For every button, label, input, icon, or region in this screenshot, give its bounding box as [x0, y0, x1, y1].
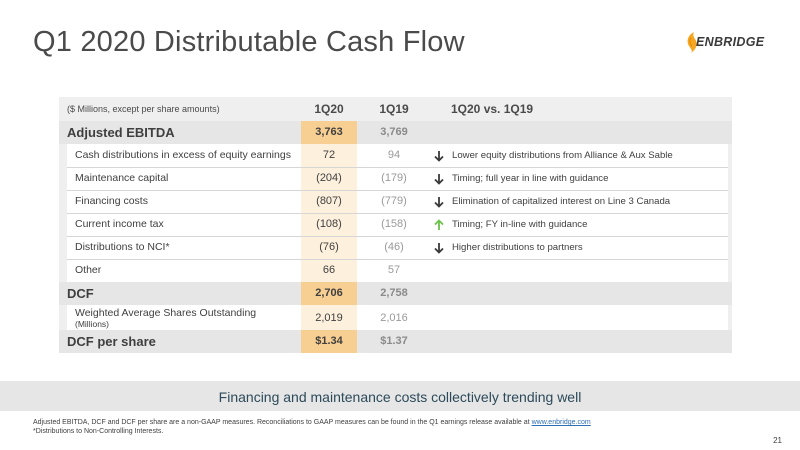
- row-label: DCF: [67, 286, 94, 301]
- row-comment: Timing; full year in line with guidance: [452, 173, 609, 184]
- enbridge-logo-icon: [687, 32, 697, 53]
- value-1q19: (179): [381, 172, 407, 184]
- arrow-down-icon: [434, 197, 444, 208]
- table-row-adjusted-ebitda: Adjusted EBITDA 3,763 3,769: [59, 121, 732, 144]
- table-row-weighted-shares: Weighted Average Shares Outstanding (Mil…: [59, 305, 732, 331]
- value-1q20: (76): [319, 241, 339, 253]
- row-label: Maintenance capital: [75, 172, 169, 184]
- value-1q20: 2,019: [315, 312, 343, 324]
- row-label: Current income tax: [75, 218, 164, 230]
- value-1q19: 2,016: [380, 312, 408, 324]
- takeaway-text: Financing and maintenance costs collecti…: [218, 389, 582, 405]
- arrow-down-icon: [434, 174, 444, 185]
- table-row-cash-distributions: Cash distributions in excess of equity e…: [59, 144, 732, 167]
- value-1q19: (158): [381, 218, 407, 230]
- takeaway-banner: [0, 381, 800, 411]
- highlight-cell: [301, 121, 357, 144]
- value-1q19: 2,758: [380, 287, 408, 299]
- value-1q20: 72: [322, 149, 336, 161]
- highlight-cell: [301, 330, 357, 353]
- table-row-dcf-per-share: DCF per share $1.34 $1.37: [59, 330, 732, 353]
- row-divider: [67, 190, 728, 191]
- row-divider: [67, 167, 728, 168]
- value-1q20: 2,706: [315, 287, 343, 299]
- row-label: Distributions to NCI*: [75, 241, 170, 253]
- value-1q19: (46): [384, 241, 404, 253]
- table-row-current-income-tax: Current income tax (108) (158) Timing; F…: [59, 213, 732, 236]
- value-1q19: (779): [381, 195, 407, 207]
- row-comment: Elimination of capitalized interest on L…: [452, 196, 671, 207]
- header-units-label: ($ Millions, except per share amounts): [67, 104, 220, 114]
- row-label: Cash distributions in excess of equity e…: [75, 149, 291, 161]
- arrow-down-icon: [434, 243, 444, 254]
- value-1q20: (807): [316, 195, 342, 207]
- header-comparison: 1Q20 vs. 1Q19: [451, 102, 534, 116]
- row-divider: [67, 259, 728, 260]
- 1q20-column-highlight: [301, 121, 357, 353]
- footnote-gaap: Adjusted EBITDA, DCF and DCF per share a…: [33, 419, 530, 426]
- footnote: Adjusted EBITDA, DCF and DCF per share a…: [33, 418, 591, 436]
- value-1q19: 94: [387, 149, 401, 161]
- arrow-up-icon: [434, 219, 444, 230]
- dcf-table: ($ Millions, except per share amounts) 1…: [59, 97, 732, 353]
- slide-title: Q1 2020 Distributable Cash Flow: [33, 26, 465, 58]
- table-row-other: Other 66 57: [59, 259, 732, 282]
- row-label: Financing costs: [75, 195, 148, 207]
- value-1q20: (108): [316, 218, 342, 230]
- header-1q20: 1Q20: [314, 102, 344, 116]
- table-row-maintenance-capital: Maintenance capital (204) (179) Timing; …: [59, 167, 732, 190]
- row-divider: [67, 213, 728, 214]
- row-label: Other: [75, 264, 102, 276]
- row-label: Adjusted EBITDA: [67, 125, 175, 140]
- table-row-dcf: DCF 2,706 2,758: [59, 282, 732, 305]
- row-label: DCF per share: [67, 334, 156, 349]
- header-1q19: 1Q19: [379, 102, 409, 116]
- table-row-financing-costs: Financing costs (807) (779) Elimination …: [59, 190, 732, 213]
- value-1q20: (204): [316, 172, 342, 184]
- value-1q20: 66: [322, 264, 336, 276]
- row-divider: [67, 236, 728, 237]
- enbridge-link[interactable]: www.enbridge.com: [531, 419, 591, 426]
- value-1q19: $1.37: [380, 335, 408, 347]
- table-row-distributions-nci: Distributions to NCI* (76) (46) Higher d…: [59, 236, 732, 259]
- arrow-down-icon: [434, 151, 444, 162]
- row-comment: Timing; FY in-line with guidance: [452, 219, 588, 230]
- highlight-cell: [301, 282, 357, 305]
- table-header: ($ Millions, except per share amounts) 1…: [59, 97, 732, 121]
- row-comment: Lower equity distributions from Alliance…: [452, 150, 673, 161]
- page-number: 21: [773, 436, 782, 445]
- table-body-background: [67, 121, 728, 349]
- value-1q20: 3,763: [315, 126, 343, 138]
- enbridge-logo: ENBRIDGE: [696, 35, 765, 49]
- row-label: Weighted Average Shares Outstanding: [75, 307, 257, 319]
- row-comment: Higher distributions to partners: [452, 242, 583, 253]
- value-1q19: 57: [387, 264, 401, 276]
- value-1q19: 3,769: [380, 126, 408, 138]
- value-1q20: $1.34: [315, 335, 343, 347]
- footnote-nci: *Distributions to Non-Controlling Intere…: [33, 428, 164, 435]
- row-sublabel: (Millions): [75, 319, 109, 329]
